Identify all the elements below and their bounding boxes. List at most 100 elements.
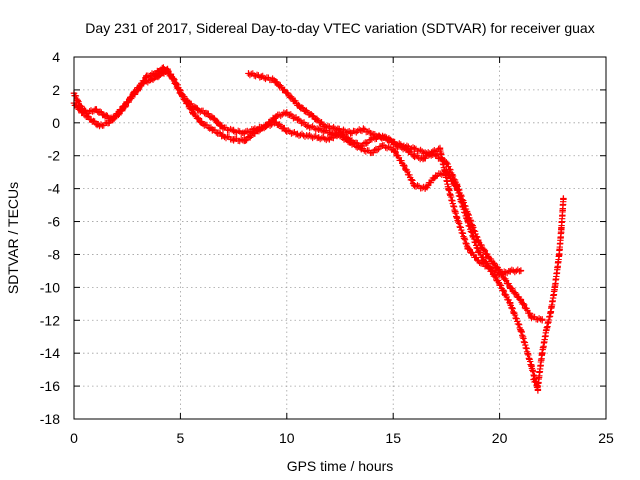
data-point bbox=[294, 131, 301, 138]
y-tick-label: 0 bbox=[52, 115, 60, 131]
data-point bbox=[283, 109, 290, 117]
chart-title: Day 231 of 2017, Sidereal Day-to-day VTE… bbox=[85, 20, 594, 36]
data-point bbox=[202, 109, 210, 117]
data-point bbox=[87, 116, 95, 123]
data-point bbox=[334, 126, 342, 133]
data-point bbox=[475, 247, 482, 255]
data-point bbox=[555, 251, 563, 258]
data-point bbox=[245, 70, 252, 77]
data-point bbox=[358, 145, 365, 153]
data-point bbox=[528, 313, 535, 321]
data-point bbox=[272, 119, 280, 127]
y-tick-label: -16 bbox=[40, 378, 60, 394]
data-point bbox=[113, 113, 120, 120]
x-tick-label: 5 bbox=[177, 430, 185, 446]
grid-layer bbox=[74, 57, 606, 419]
data-point bbox=[347, 139, 354, 146]
data-point bbox=[453, 215, 461, 222]
data-point bbox=[475, 257, 482, 265]
data-point bbox=[538, 317, 546, 324]
data-point bbox=[507, 267, 514, 275]
data-point bbox=[79, 109, 86, 117]
data-point bbox=[517, 297, 525, 304]
data-point bbox=[379, 142, 386, 150]
data-point bbox=[241, 129, 248, 136]
series-track-b bbox=[70, 65, 542, 394]
data-point bbox=[538, 349, 546, 357]
data-point bbox=[428, 149, 435, 156]
data-point bbox=[92, 106, 99, 113]
data-point bbox=[368, 149, 376, 156]
data-point bbox=[432, 172, 439, 179]
data-point bbox=[258, 73, 265, 80]
data-point bbox=[211, 116, 218, 123]
data-point bbox=[155, 71, 163, 79]
y-axis-label: SDTVAR / TECUs bbox=[5, 182, 21, 294]
data-point bbox=[194, 106, 201, 113]
y-tick-label: -18 bbox=[40, 411, 60, 427]
data-point bbox=[209, 126, 216, 133]
x-tick-label: 10 bbox=[279, 430, 295, 446]
data-point bbox=[421, 185, 429, 192]
data-point bbox=[270, 76, 278, 84]
data-point bbox=[283, 127, 290, 135]
data-point bbox=[198, 119, 205, 127]
y-tick-label: -2 bbox=[48, 148, 61, 164]
data-point bbox=[296, 103, 303, 110]
data-point bbox=[147, 76, 154, 84]
data-point bbox=[96, 122, 103, 130]
data-layer bbox=[70, 64, 567, 394]
data-point bbox=[411, 152, 418, 159]
data-point bbox=[394, 142, 401, 150]
data-point bbox=[181, 96, 188, 103]
data-point bbox=[558, 226, 565, 233]
series-track-d bbox=[530, 195, 567, 390]
data-point bbox=[326, 136, 333, 143]
y-tick-label: -12 bbox=[40, 312, 60, 328]
data-point bbox=[411, 182, 418, 189]
data-point bbox=[517, 326, 525, 334]
data-point bbox=[326, 129, 333, 136]
data-point bbox=[400, 162, 408, 169]
marker-trace bbox=[70, 64, 546, 323]
data-point bbox=[528, 363, 535, 370]
data-point bbox=[402, 145, 410, 153]
data-point bbox=[309, 113, 316, 120]
plot-frame bbox=[73, 56, 607, 420]
data-point bbox=[453, 185, 461, 192]
data-point bbox=[507, 284, 514, 291]
data-point bbox=[445, 185, 452, 192]
data-point bbox=[551, 284, 559, 291]
data-point bbox=[104, 119, 112, 127]
data-point bbox=[372, 132, 380, 140]
data-point bbox=[560, 195, 567, 202]
data-point bbox=[251, 129, 259, 136]
data-point bbox=[336, 132, 344, 140]
data-point bbox=[121, 103, 129, 110]
y-tick-label: -4 bbox=[48, 181, 61, 197]
y-tick-label: -10 bbox=[40, 279, 60, 295]
data-point bbox=[390, 145, 397, 153]
data-point bbox=[517, 267, 525, 275]
x-tick-label: 25 bbox=[598, 430, 614, 446]
data-point bbox=[547, 308, 554, 316]
data-point bbox=[283, 90, 290, 97]
y-tick-label: -6 bbox=[48, 214, 61, 230]
data-point bbox=[189, 109, 197, 117]
data-point bbox=[138, 80, 146, 87]
data-point bbox=[219, 124, 227, 131]
data-point bbox=[272, 113, 280, 120]
data-point bbox=[347, 129, 354, 136]
data-point bbox=[436, 145, 444, 153]
x-tick-label: 15 bbox=[385, 430, 401, 446]
data-point bbox=[464, 244, 471, 252]
data-point bbox=[530, 376, 537, 383]
data-point bbox=[534, 382, 542, 390]
data-point bbox=[304, 122, 312, 130]
data-point bbox=[315, 134, 322, 141]
data-point bbox=[315, 126, 322, 133]
data-point bbox=[543, 326, 550, 334]
marker-trace bbox=[530, 195, 567, 390]
